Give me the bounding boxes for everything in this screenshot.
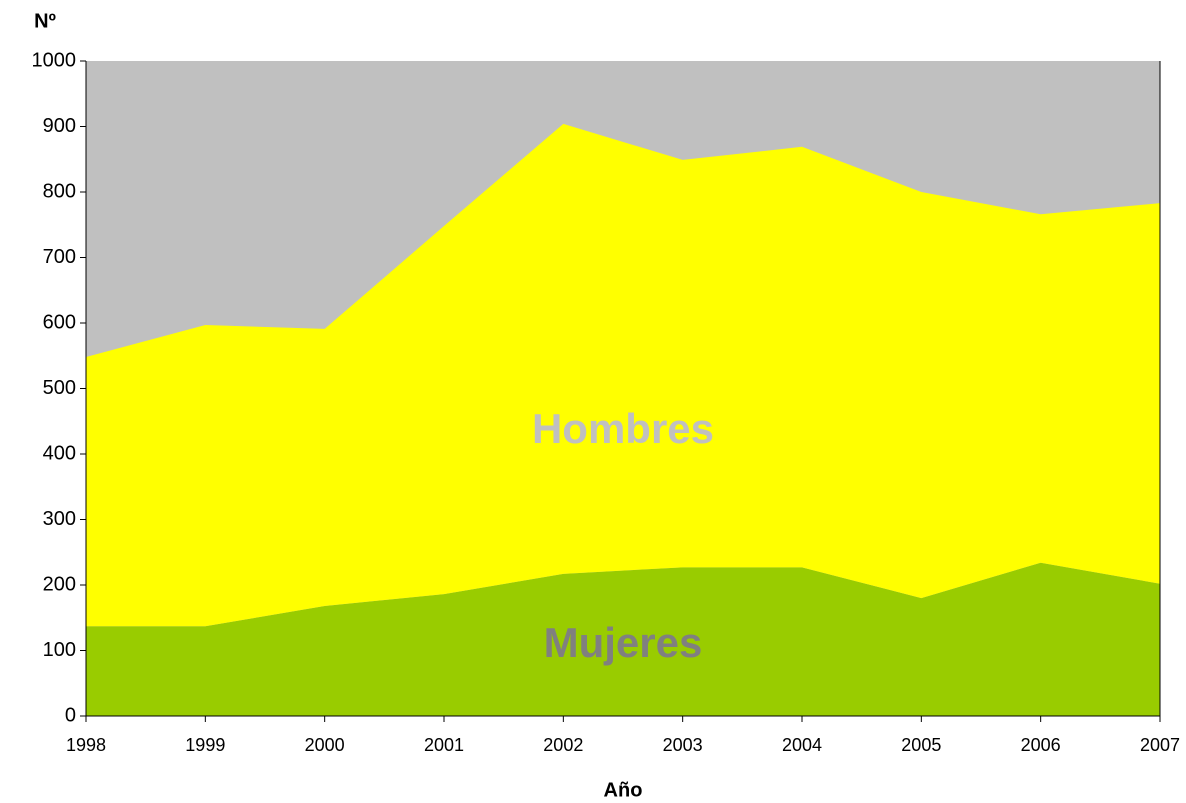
x-tick-label: 1999 [185, 735, 225, 755]
y-tick-label: 800 [43, 180, 76, 202]
y-tick-label: 200 [43, 573, 76, 595]
x-tick-label: 2002 [543, 735, 583, 755]
y-tick-label: 700 [43, 246, 76, 268]
y-axis-title: Nº [34, 10, 56, 32]
y-tick-label: 300 [43, 508, 76, 530]
y-tick-label: 900 [43, 115, 76, 137]
x-tick-label: 2006 [1021, 735, 1061, 755]
x-axis-title: Año [604, 779, 643, 801]
area [86, 562, 1160, 716]
y-tick-label: 1000 [32, 49, 77, 71]
y-tick-label: 500 [43, 377, 76, 399]
series-label: Hombres [532, 405, 714, 452]
area [86, 123, 1160, 627]
x-tick-label: 2001 [424, 735, 464, 755]
x-tick-label: 2004 [782, 735, 822, 755]
y-tick-label: 400 [43, 442, 76, 464]
x-tick-label: 2007 [1140, 735, 1180, 755]
x-tick-label: 2003 [663, 735, 703, 755]
y-tick-label: 0 [65, 704, 76, 726]
x-tick-label: 1998 [66, 735, 106, 755]
series-label: Mujeres [544, 619, 703, 666]
y-tick-label: 100 [43, 639, 76, 661]
x-tick-label: 2005 [901, 735, 941, 755]
x-tick-label: 2000 [305, 735, 345, 755]
y-tick-label: 600 [43, 311, 76, 333]
